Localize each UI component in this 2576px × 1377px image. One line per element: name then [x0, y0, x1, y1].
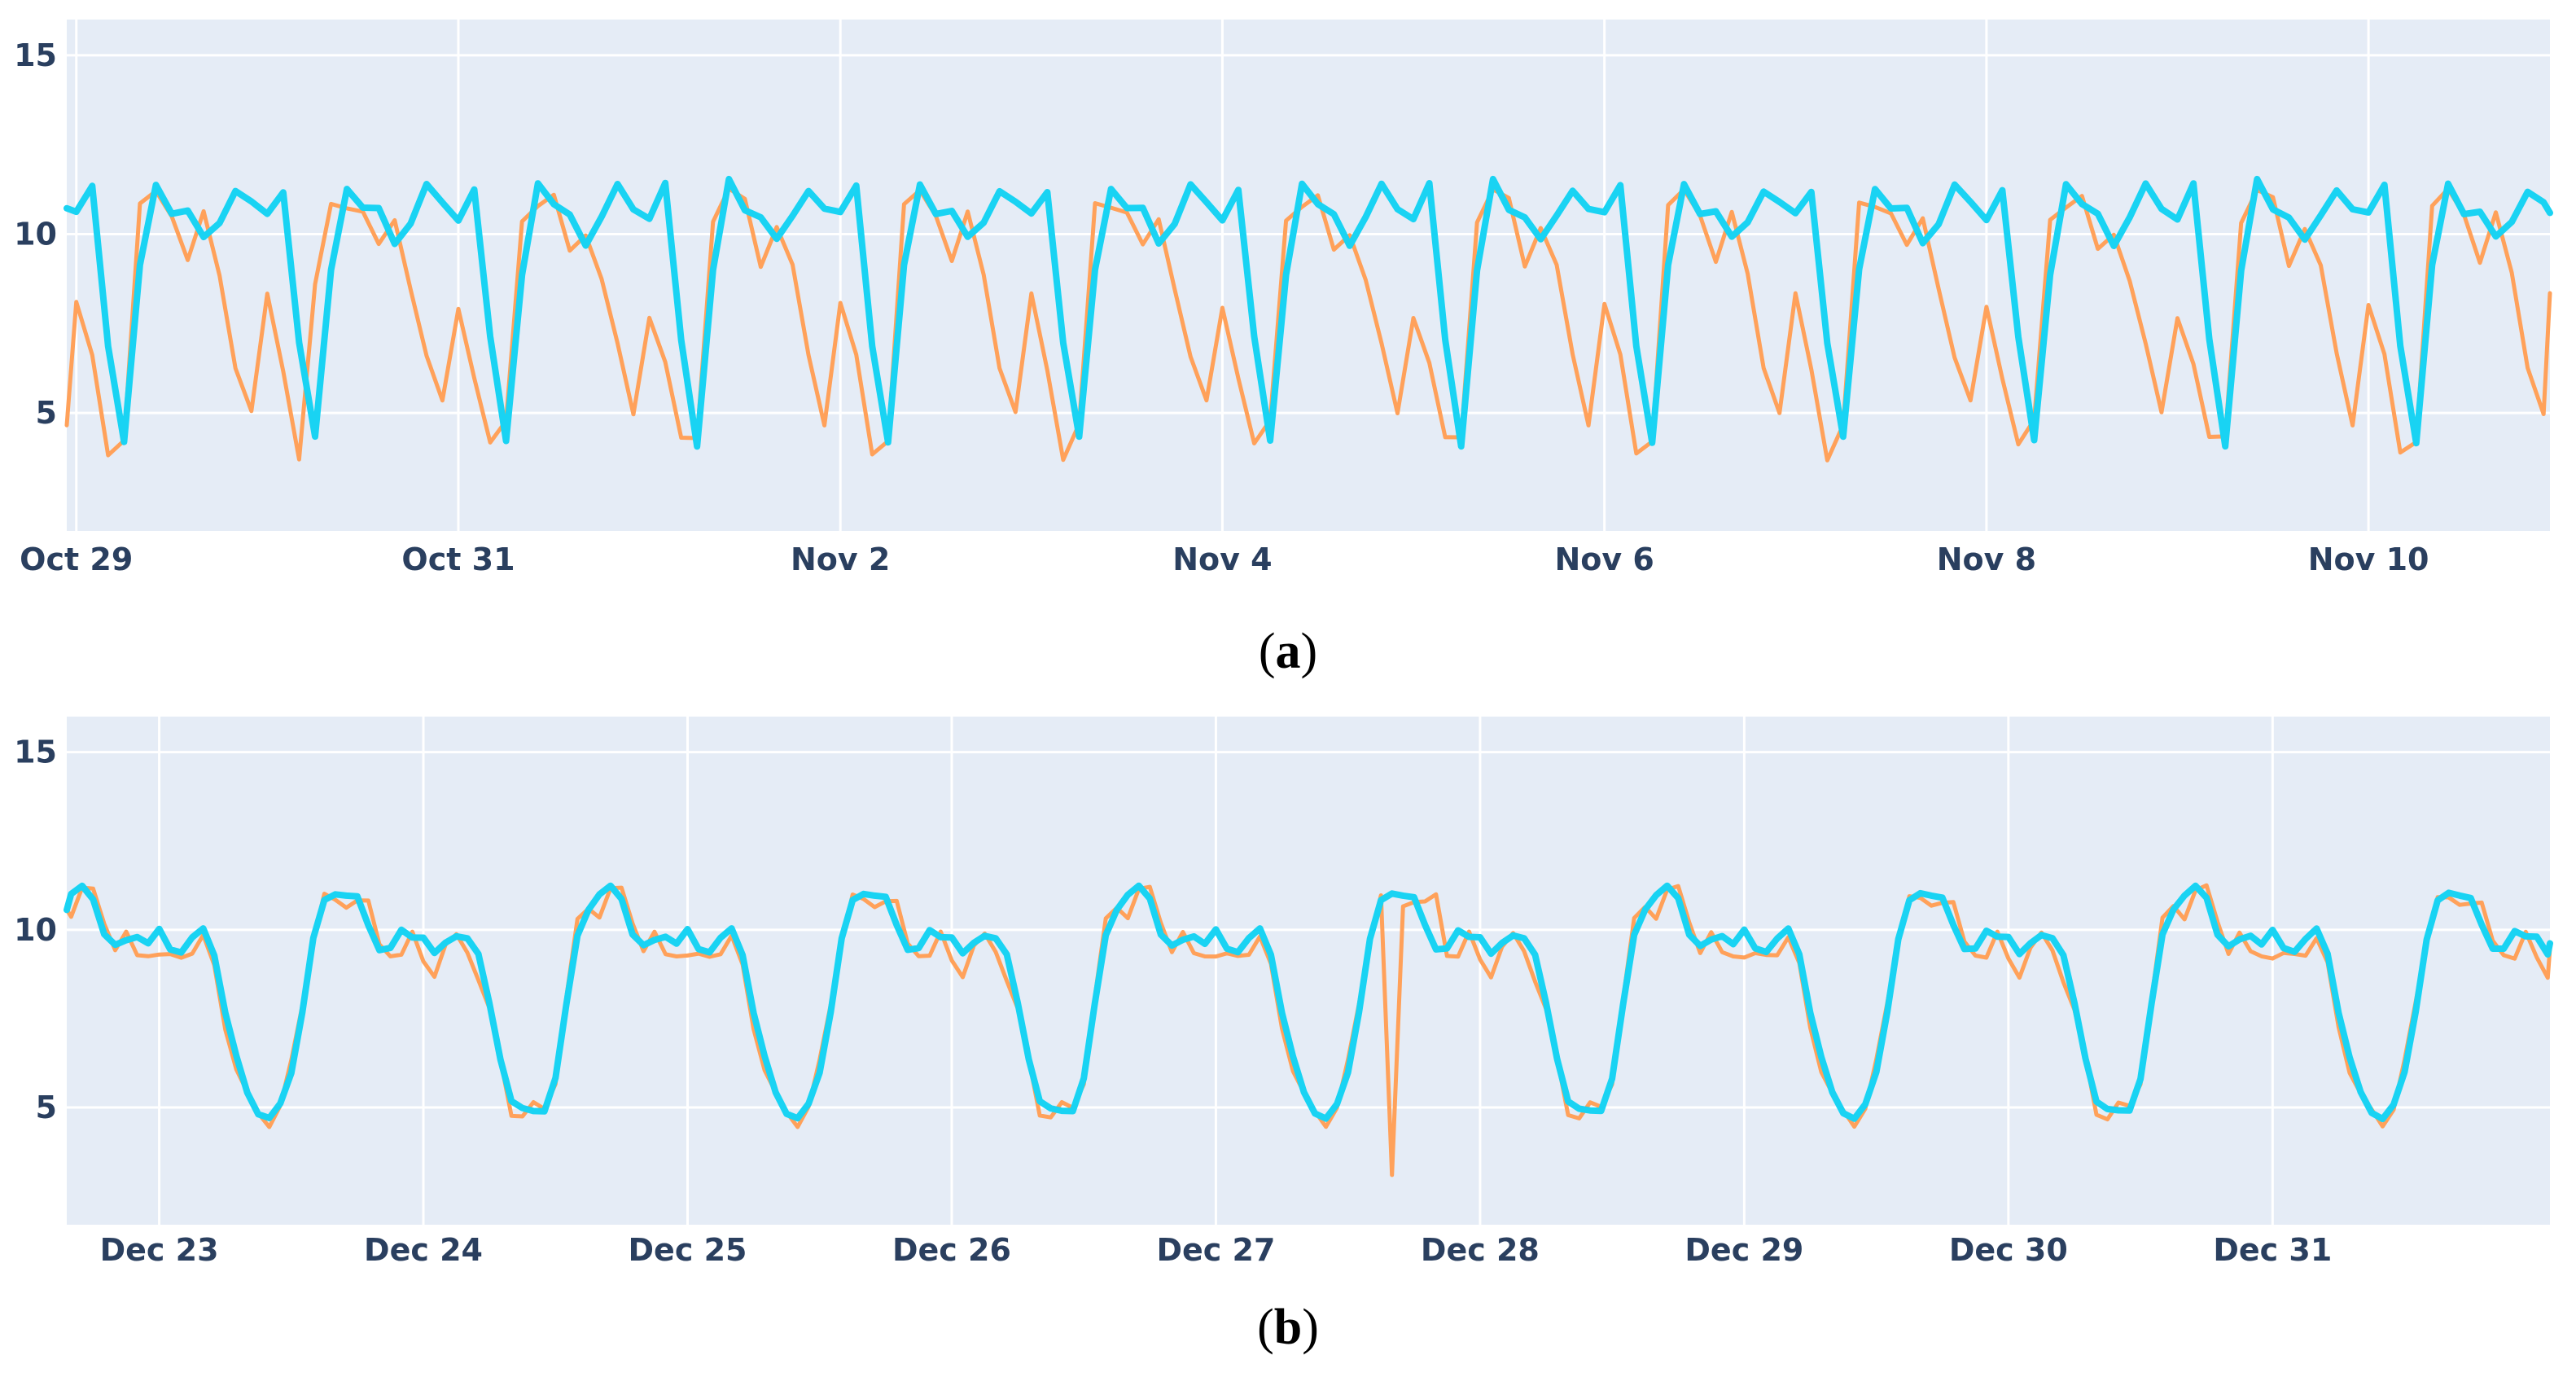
x-tick-label: Nov 10	[2308, 542, 2429, 577]
y-tick-labels-b: 5 10 15	[14, 735, 57, 1125]
x-tick-label: Oct 31	[401, 542, 515, 577]
y-tick-label: 10	[14, 216, 57, 252]
x-tick-label: Dec 30	[1949, 1232, 2068, 1268]
y-tick-label: 15	[14, 735, 57, 770]
plot-area-b	[67, 717, 2550, 1225]
x-tick-label: Dec 24	[364, 1232, 483, 1268]
series-b	[64, 882, 2553, 1177]
caption-a-letter: a	[1276, 624, 1301, 679]
x-tick-label: Dec 31	[2213, 1232, 2332, 1268]
x-tick-label: Nov 4	[1172, 542, 1272, 577]
x-tick-label: Dec 29	[1684, 1232, 1803, 1268]
series-line-predicted	[64, 175, 2553, 450]
chart-panel-a: 5 10 15 Oct 29 Oct 31 Nov 2 Nov 4 Nov 6 Nov 8 No…	[14, 20, 2553, 577]
y-tick-label: 10	[14, 912, 57, 948]
x-tick-label: Dec 28	[1421, 1232, 1540, 1268]
x-tick-label: Dec 23	[100, 1232, 219, 1268]
caption-b: (b)	[1257, 1300, 1319, 1355]
x-tick-label: Nov 6	[1554, 542, 1654, 577]
series-line-actual	[64, 186, 2552, 463]
series-line-predicted	[64, 882, 2553, 1123]
x-tick-labels-b: Dec 23 Dec 24 Dec 25 Dec 26 Dec 27 Dec 28 Dec …	[100, 1232, 2333, 1268]
plot-area-a	[67, 20, 2550, 531]
y-tick-label: 5	[36, 395, 57, 431]
x-tick-label: Nov 2	[791, 542, 890, 577]
y-tick-labels-a: 5 10 15	[14, 37, 57, 431]
x-tick-label: Nov 8	[1937, 542, 2036, 577]
x-tick-label: Oct 29	[20, 542, 133, 577]
y-tick-label: 5	[36, 1090, 57, 1125]
x-tick-label: Dec 27	[1156, 1232, 1275, 1268]
series-a	[64, 175, 2553, 463]
x-gridlines-a	[75, 20, 2370, 531]
x-gridlines-b	[158, 717, 2274, 1225]
caption-a: (a)	[1259, 624, 1317, 679]
y-tick-label: 15	[14, 37, 57, 73]
x-tick-labels-a: Oct 29 Oct 31 Nov 2 Nov 4 Nov 6 Nov 8 Nov 10	[20, 542, 2429, 577]
x-tick-label: Dec 26	[892, 1232, 1011, 1268]
caption-b-letter: b	[1274, 1300, 1302, 1355]
x-tick-label: Dec 25	[629, 1232, 747, 1268]
